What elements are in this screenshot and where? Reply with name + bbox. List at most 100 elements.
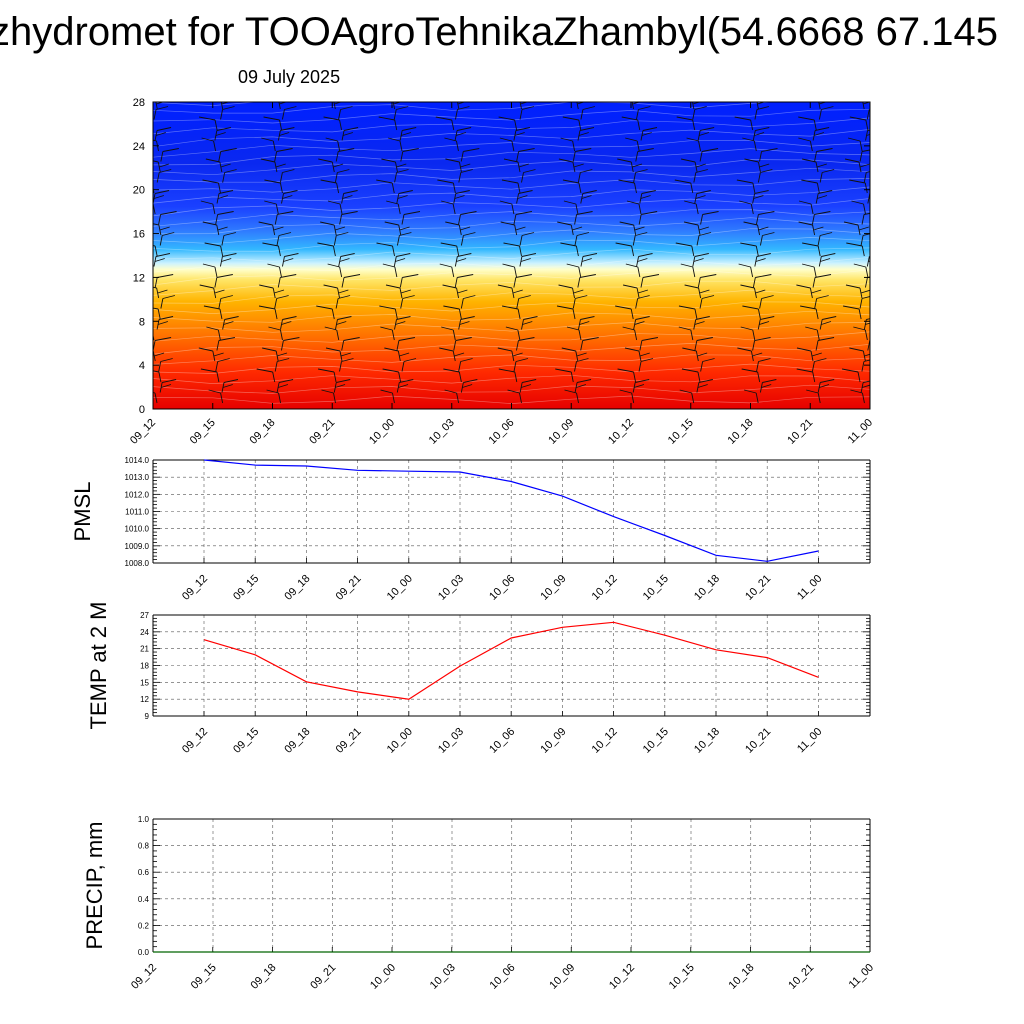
wind-barb-shaft — [572, 140, 576, 152]
wind-barb-flag — [159, 226, 170, 231]
wind-barb-flag — [455, 132, 467, 136]
x-tick-label: 11_00 — [795, 726, 825, 756]
wind-barb-shaft — [458, 172, 462, 183]
wind-barb-flag — [279, 132, 290, 136]
wind-barb-shaft — [691, 245, 695, 257]
wind-barb-flag — [503, 158, 519, 163]
wind-barb-flag — [813, 132, 825, 136]
wind-barb-flag — [801, 179, 818, 184]
wind-barb-flag — [341, 211, 358, 215]
wind-barb-flag — [337, 169, 350, 173]
wind-barb-shaft — [519, 392, 522, 404]
y-tick-label: 1011.0 — [125, 508, 149, 517]
wind-barb-shaft — [279, 119, 282, 131]
wind-barb-flag — [275, 163, 286, 168]
wind-barb-flag — [761, 384, 772, 388]
wind-barb-flag — [520, 258, 531, 262]
wind-barb-flag — [575, 148, 592, 152]
wind-barb-shaft — [451, 266, 455, 278]
wind-barb-flag — [744, 389, 757, 394]
y-tick-label: 1014.0 — [125, 456, 150, 465]
wind-barb-shaft — [220, 109, 223, 120]
wind-barb-flag — [387, 137, 401, 142]
wind-barb-flag — [869, 108, 870, 110]
wind-barb-flag — [622, 284, 638, 289]
wind-barb-shaft — [699, 298, 703, 309]
wind-barb-flag — [223, 232, 237, 236]
wind-barb-flag — [642, 274, 660, 278]
wind-barb-shaft — [691, 392, 695, 404]
wind-barb-shaft — [275, 203, 279, 215]
temp-panel: 9 12 15 18 21 24 27 09_12 09_15 09_18 09_21 10_00 10… — [86, 602, 871, 756]
wind-barb-shaft — [861, 214, 865, 225]
x-tick-label: 09_18 — [248, 417, 278, 447]
wind-barb-flag — [814, 211, 831, 215]
wind-barb-shaft — [215, 214, 219, 225]
contour-line — [153, 257, 870, 273]
wind-barb-flag — [637, 258, 648, 262]
wind-barb-flag — [684, 200, 697, 205]
wind-barb-flag — [822, 316, 837, 320]
wind-barb-flag — [445, 158, 460, 163]
wind-barb-shaft — [335, 151, 339, 162]
wind-barb-flag — [515, 127, 531, 131]
wind-barb-shaft — [696, 235, 700, 246]
wind-barb-flag — [154, 190, 170, 194]
wind-barb-flag — [456, 258, 467, 262]
wind-barb-shaft — [574, 235, 578, 246]
x-tick-label: 09_12 — [128, 417, 158, 447]
wind-barb-shaft — [756, 361, 759, 372]
wind-barb-flag — [694, 321, 705, 325]
wind-barb-shaft — [461, 89, 463, 99]
x-tick-label: 10_15 — [667, 962, 697, 992]
wind-barb-flag — [382, 263, 395, 268]
wind-barb-shaft — [634, 182, 637, 194]
wind-barb-shaft — [866, 109, 870, 120]
wind-barb-flag — [154, 258, 165, 262]
wind-barb-flag — [558, 284, 573, 289]
x-tick-label: 09_18 — [282, 726, 312, 756]
wind-barb-flag — [615, 242, 632, 247]
wind-barb-flag — [497, 347, 512, 352]
wind-barb-shaft — [153, 185, 155, 194]
wind-barb-flag — [846, 242, 863, 247]
wind-barb-flag — [279, 86, 295, 89]
wind-barb-shaft — [631, 392, 635, 404]
wind-barb-flag — [556, 305, 574, 310]
contour-line — [153, 178, 870, 193]
wind-barb-shaft — [398, 371, 402, 383]
wind-barb-flag — [816, 163, 827, 168]
wind-barb-flag — [403, 211, 421, 215]
wind-barb-shaft — [214, 277, 218, 288]
wind-barb-flag — [218, 190, 234, 194]
wind-barb-shaft — [637, 266, 641, 278]
wind-barb-shaft — [331, 308, 335, 320]
wind-barb-flag — [562, 179, 580, 184]
wind-barb-flag — [264, 96, 278, 99]
wind-barb-flag — [399, 226, 410, 231]
wind-barb-flag — [260, 158, 276, 163]
wind-barb-flag — [201, 137, 214, 142]
y-tick-label: 20 — [133, 185, 145, 197]
wind-barb-flag — [625, 263, 638, 268]
wind-barb-flag — [203, 305, 221, 310]
wind-barb-shaft — [757, 172, 761, 183]
wind-barb-flag — [382, 368, 399, 373]
wind-barb-flag — [512, 289, 523, 294]
wind-barb-flag — [576, 232, 590, 236]
wind-barb-shaft — [636, 140, 640, 152]
wind-barb-flag — [342, 195, 353, 199]
wind-barb-flag — [443, 368, 460, 373]
wind-barb-flag — [517, 195, 528, 199]
wind-barb-shaft — [453, 340, 457, 351]
wind-barb-flag — [850, 389, 863, 394]
wind-barb-shaft — [572, 151, 576, 162]
wind-barb-flag — [817, 195, 828, 199]
wind-barb-flag — [457, 289, 468, 294]
wind-barb-flag — [582, 190, 597, 194]
wind-barb-shaft — [160, 151, 164, 162]
wind-barb-flag — [259, 284, 274, 289]
wind-barb-flag — [338, 148, 355, 152]
wind-barb-flag — [702, 358, 715, 362]
wind-barb-flag — [762, 379, 777, 383]
